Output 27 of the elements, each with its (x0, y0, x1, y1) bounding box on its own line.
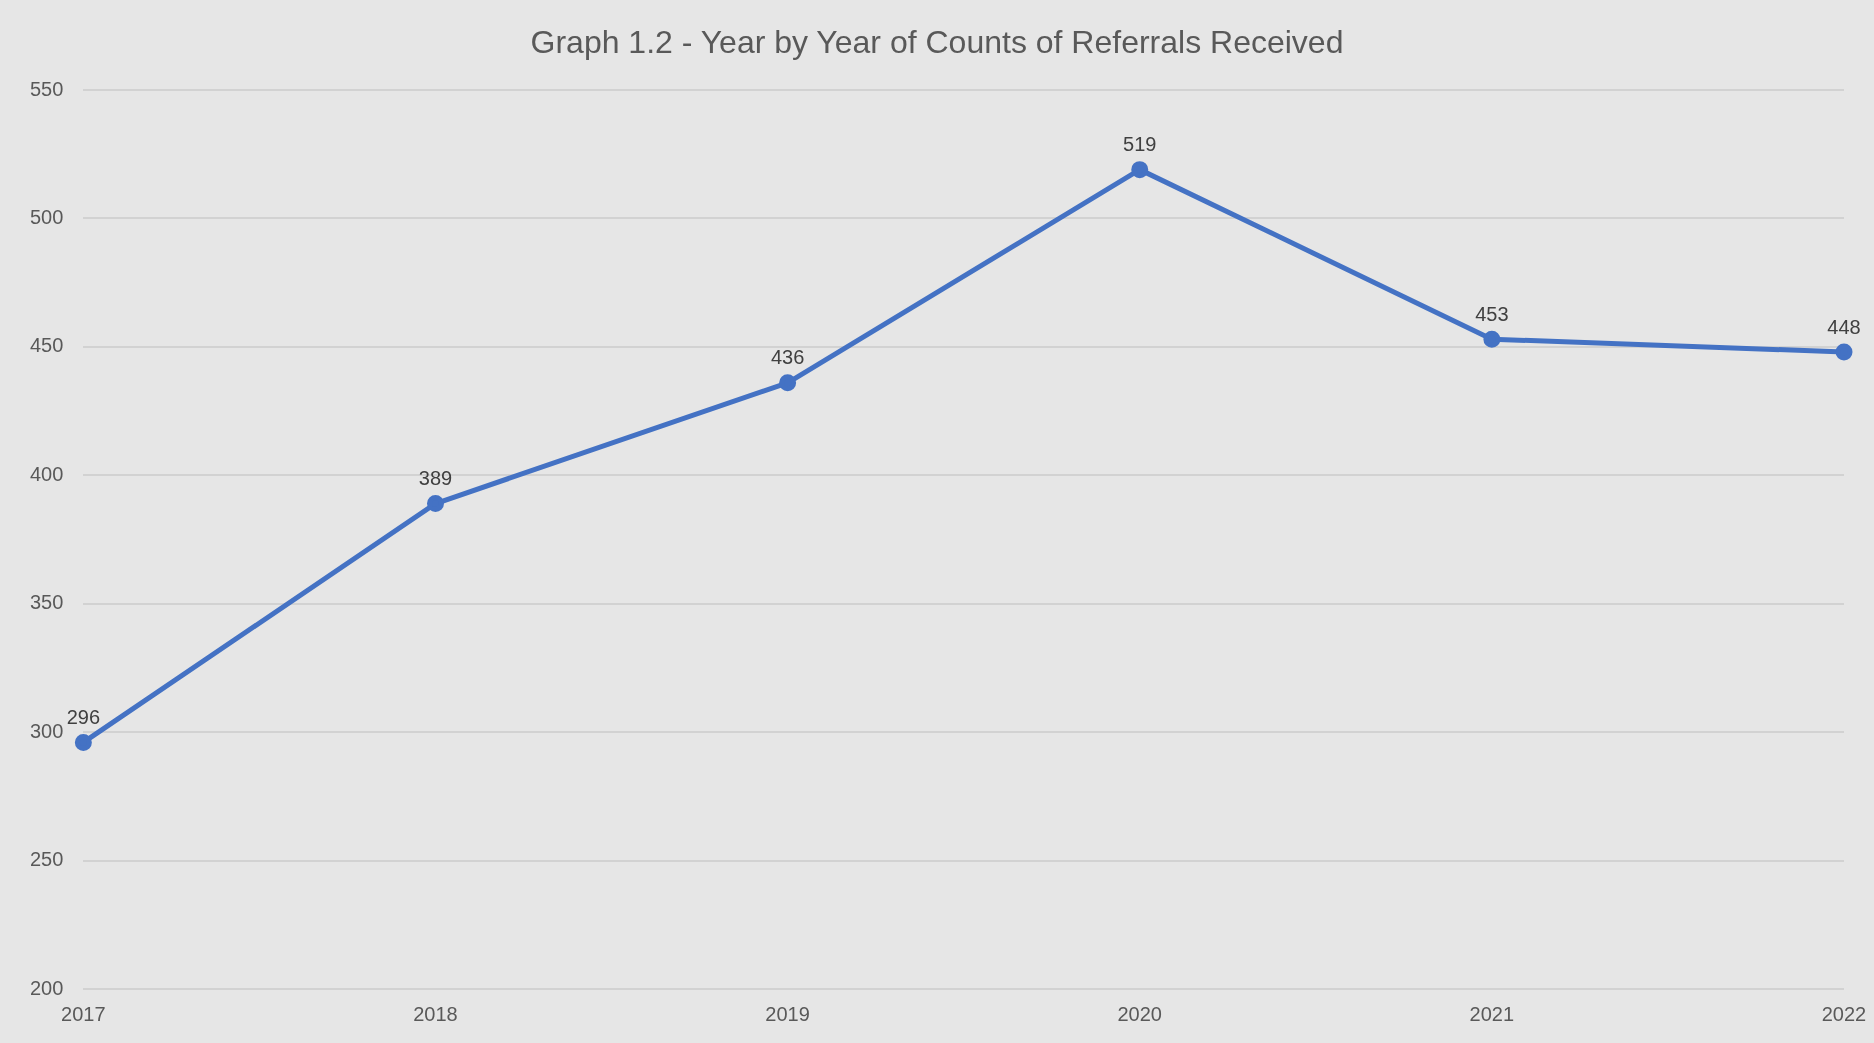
point (779, 374, 797, 392)
y-tick-label: 500 (29, 205, 64, 228)
data-label: 436 (770, 346, 805, 369)
data-label: 296 (66, 705, 101, 728)
y-tick-label: 550 (29, 77, 64, 100)
data-label: 389 (418, 467, 453, 490)
data-label: 453 (1475, 302, 1509, 325)
point (1483, 330, 1501, 348)
y-tick-label: 450 (29, 334, 64, 357)
y-tick-label: 400 (29, 462, 64, 485)
data-label: 448 (1827, 315, 1861, 338)
y-tick-label: 200 (29, 976, 64, 999)
data-label: 519 (1123, 133, 1157, 156)
point (1131, 161, 1149, 179)
x-tick-label: 2021 (1469, 1002, 1515, 1025)
y-tick-label: 300 (29, 719, 64, 742)
chart-title: Graph 1.2 - Year by Year of Counts of Referrals Received (529, 24, 1345, 61)
y-tick-label: 350 (29, 591, 64, 614)
x-tick-label: 2017 (61, 1002, 106, 1025)
x-tick-label: 2020 (1117, 1002, 1162, 1025)
x-tick-label: 2019 (765, 1002, 810, 1025)
x-tick-label: 2022 (1821, 1002, 1867, 1025)
y-tick-label: 250 (29, 848, 64, 871)
point (427, 495, 444, 513)
point (1835, 343, 1853, 361)
point (74, 733, 92, 751)
x-tick-label: 2018 (413, 1002, 458, 1025)
